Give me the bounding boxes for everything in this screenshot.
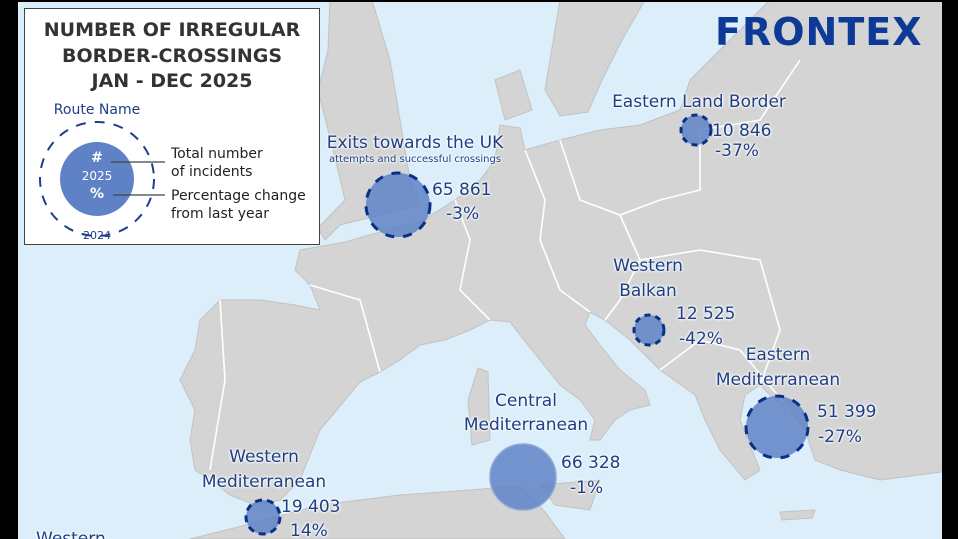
route-label-eastern-land: Eastern Land Border (612, 92, 786, 112)
route-label-central-med: Central (495, 391, 557, 411)
land-sweden (544, 2, 645, 117)
legend-box: NUMBER OF IRREGULAR BORDER-CROSSINGS JAN… (24, 8, 320, 245)
route-change-western-balkan: -42% (679, 329, 723, 349)
route-change-uk: -3% (446, 204, 480, 224)
route-label-western-african: Western (36, 529, 106, 539)
land-corsica-sardinia (467, 367, 491, 446)
route-circle-uk[interactable] (364, 171, 432, 239)
route-change-eastern-land: -37% (715, 141, 759, 161)
route-change-western-med: 14% (290, 521, 328, 539)
frontex-logo: FRONTEX (715, 10, 923, 54)
route-subtitle-uk: attempts and successful crossings (328, 154, 502, 165)
legend-total-label: Total number of incidents (171, 145, 263, 181)
route-count-western-med: 19 403 (281, 497, 341, 517)
legend-change-label: Percentage change from last year (171, 187, 306, 223)
land-mainland (179, 2, 942, 506)
legend-ring-year: 2024 (83, 229, 111, 242)
legend-route-name: Route Name (53, 102, 141, 118)
legend-hash: # (91, 150, 103, 166)
legend-title-line: JAN - DEC 2025 (91, 70, 253, 92)
legend-text: Percentage change (171, 188, 306, 204)
legend-text: Total number (171, 146, 263, 162)
legend-title-line: NUMBER OF IRREGULAR (43, 19, 301, 41)
legend-year: 2025 (81, 169, 113, 183)
route-count-western-balkan: 12 525 (676, 304, 736, 324)
route-label-central-med: Mediterranean (463, 415, 589, 435)
route-circle-western-med[interactable] (244, 498, 282, 536)
land-crete (779, 509, 816, 521)
route-label-western-balkan: Balkan (619, 281, 677, 301)
legend-text: from last year (171, 206, 269, 222)
legend-title-line: BORDER-CROSSINGS (61, 45, 283, 67)
land-denmark (494, 69, 533, 121)
country-borders (209, 59, 801, 471)
legend-symbol (39, 121, 165, 237)
route-circle-eastern-med[interactable] (744, 394, 810, 460)
route-circle-western-balkan[interactable] (632, 313, 666, 347)
route-change-eastern-med: -27% (818, 427, 862, 447)
route-count-eastern-land: 10 846 (712, 121, 772, 141)
route-circle-eastern-land[interactable] (679, 113, 713, 147)
legend-percent: % (89, 186, 105, 202)
route-label-eastern-med: Mediterranean (715, 370, 841, 390)
route-change-central-med: -1% (570, 478, 604, 498)
route-circle-central-med[interactable] (489, 443, 557, 511)
route-count-central-med: 66 328 (561, 453, 621, 473)
route-count-eastern-med: 51 399 (817, 402, 877, 422)
route-circles (244, 113, 810, 536)
map: FRONTEX NUMBER OF IRREGULAR BORDER-CROSS… (18, 2, 942, 539)
route-label-eastern-med: Eastern (745, 345, 811, 365)
route-label-western-med: Mediterranean (201, 472, 327, 492)
route-count-uk: 65 861 (432, 180, 492, 200)
route-label-western-med: Western (229, 447, 299, 467)
legend-circle-2025 (60, 142, 134, 216)
legend-ring-2024 (39, 121, 155, 237)
route-label-uk: Exits towards the UK (326, 133, 504, 153)
route-label-western-balkan: Western (613, 256, 683, 276)
legend-text: of incidents (171, 164, 253, 180)
